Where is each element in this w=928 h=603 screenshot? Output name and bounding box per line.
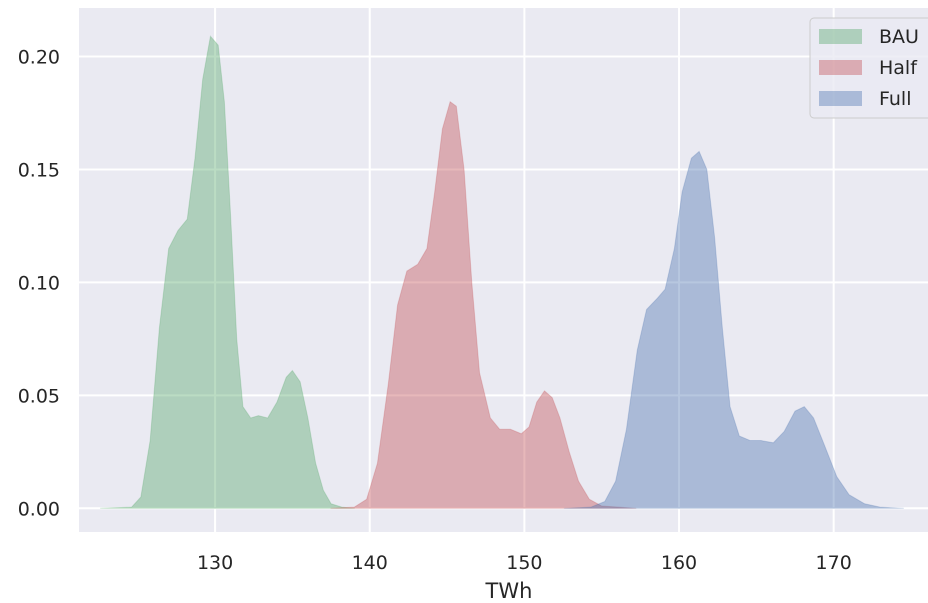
legend: BAU Half Full <box>809 17 928 119</box>
grid-lines <box>79 8 928 532</box>
x-axis-label: TWh <box>485 579 533 603</box>
y-tick-label: 0.15 <box>18 159 60 181</box>
y-tick-label: 0.00 <box>18 498 60 520</box>
y-tick-label: 0.20 <box>18 47 60 69</box>
area-full <box>563 150 905 509</box>
legend-label-half: Half <box>879 57 918 79</box>
x-tick-label: 160 <box>661 552 697 574</box>
y-tick-label: 0.05 <box>18 385 60 407</box>
x-tick-label: 140 <box>352 552 388 574</box>
legend-label-full: Full <box>879 88 912 110</box>
area-half <box>330 100 637 509</box>
x-tick-label: 130 <box>197 552 233 574</box>
x-tick-label: 150 <box>506 552 542 574</box>
y-axis-ticks: 0.00 0.05 0.10 0.15 0.20 <box>18 47 60 521</box>
legend-swatch-full <box>819 91 862 106</box>
legend-frame <box>809 17 928 119</box>
legend-swatch-half <box>819 60 862 75</box>
area-bau <box>100 35 356 509</box>
x-axis-ticks: 130 140 150 160 170 <box>197 552 852 574</box>
y-tick-label: 0.10 <box>18 272 60 294</box>
x-tick-label: 170 <box>816 552 852 574</box>
legend-label-bau: BAU <box>879 26 919 48</box>
plot-background <box>79 8 928 532</box>
density-areas <box>100 35 905 509</box>
legend-swatch-bau <box>819 29 862 44</box>
